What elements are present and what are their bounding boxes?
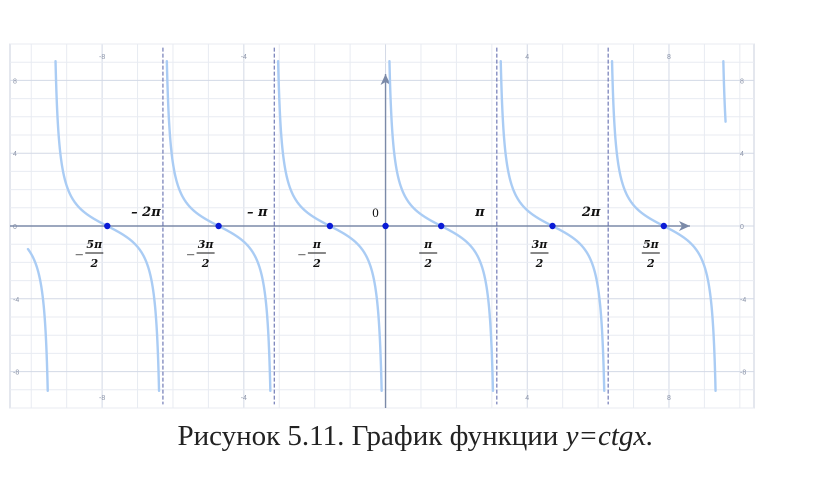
x-tick-label-bottom: 8 <box>667 395 671 402</box>
x-tick-label-top: -8 <box>99 54 105 61</box>
zero-label-numerator: 5π <box>643 238 660 251</box>
zero-label-denominator: 2 <box>423 257 432 270</box>
zero-label-numerator: π <box>312 238 322 251</box>
zero-label-denominator: 2 <box>312 257 321 270</box>
asymptote-label: – π <box>247 205 268 220</box>
zero-point <box>549 222 556 230</box>
y-axis-arrow <box>380 74 391 85</box>
y-tick-label-left: 0 <box>13 224 17 231</box>
y-tick-label-left: 8 <box>13 78 17 85</box>
zero-point <box>660 222 667 230</box>
x-tick-label-bottom: -4 <box>241 395 247 402</box>
zero-label-denominator: 2 <box>535 257 544 270</box>
y-tick-label-right: 4 <box>740 151 744 158</box>
zero-point <box>104 222 111 230</box>
x-tick-label-top: 4 <box>525 54 529 61</box>
zero-label-denominator: 2 <box>89 257 98 270</box>
caption-prefix: Рисунок 5.11. График функции <box>177 420 566 452</box>
zero-label-sign: – <box>297 247 306 262</box>
x-tick-label-bottom: -8 <box>99 395 105 402</box>
y-tick-label-left: 4 <box>13 151 17 158</box>
axes <box>10 74 690 408</box>
zero-point <box>326 222 334 230</box>
zero-label-numerator: 3π <box>198 238 215 251</box>
tick-labels: -8 -8 -4 -4 4 4 8 8 8 8 4 4 0 0 -4 -4 -8 -8 <box>13 54 746 402</box>
zero-label-denominator: 2 <box>646 257 655 270</box>
origin-label: 0 <box>372 205 379 220</box>
asymptote-label: 2π <box>581 205 601 220</box>
zero-label-sign: – <box>75 247 84 262</box>
figure-caption: Рисунок 5.11. График функции y=ctgx. <box>0 420 831 453</box>
caption-formula: y=ctgx. <box>565 420 654 452</box>
asymptotes <box>162 47 609 405</box>
asymptote-label: – 2π <box>131 205 161 220</box>
zero-label-denominator: 2 <box>201 257 210 270</box>
y-tick-label-right: 0 <box>740 224 744 231</box>
x-tick-label-top: 8 <box>667 54 671 61</box>
y-tick-label-right: 8 <box>740 78 744 85</box>
asymptote-label: π <box>474 205 485 220</box>
x-tick-label-top: -4 <box>241 54 247 61</box>
y-tick-label-right: -4 <box>740 297 746 304</box>
zero-label-numerator: 5π <box>86 238 103 251</box>
zero-label-numerator: π <box>423 238 433 251</box>
x-tick-label-bottom: 4 <box>525 395 529 402</box>
y-tick-label-right: -8 <box>740 370 746 377</box>
y-tick-label-left: -4 <box>13 297 19 304</box>
origin-point <box>382 222 389 230</box>
zero-label-numerator: 3π <box>532 238 549 251</box>
curve-branch <box>722 59 727 123</box>
zero-points <box>104 222 667 230</box>
y-tick-label-left: -8 <box>13 370 19 377</box>
zero-label-sign: – <box>186 247 195 262</box>
zero-point <box>215 222 222 230</box>
zero-point <box>437 222 445 230</box>
x-axis-arrow <box>679 221 690 231</box>
curve-branch <box>26 247 49 393</box>
